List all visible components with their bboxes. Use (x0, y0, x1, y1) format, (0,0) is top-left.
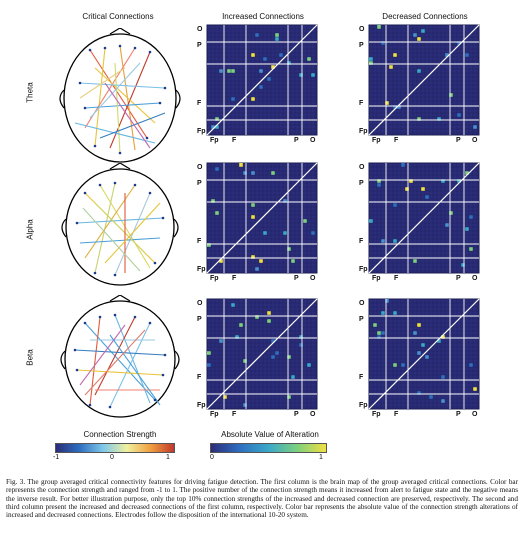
row-label-alpha: Alpha (25, 219, 35, 240)
matrix-xtick: P (294, 411, 299, 418)
colorbar-left-max: 1 (166, 454, 170, 461)
row-label-theta: Theta (25, 82, 35, 103)
matrix-ytick: Fp (197, 128, 206, 135)
matrix-ytick: Fp (359, 402, 368, 409)
matrix-inc-alpha (206, 162, 318, 274)
matrix-ytick: O (359, 26, 365, 33)
matrix-ytick: F (359, 374, 364, 381)
matrix-xtick: Fp (372, 137, 381, 144)
matrix-xtick: F (394, 275, 399, 282)
brain-map-alpha (61, 163, 179, 286)
matrix-xtick: F (232, 137, 237, 144)
matrix-ytick: P (359, 180, 364, 187)
matrix-ytick: Fp (359, 128, 368, 135)
colorbar-right (210, 443, 327, 453)
colorbar-left-min: -1 (53, 454, 60, 461)
matrix-ytick: O (197, 26, 203, 33)
matrix-xtick: P (456, 411, 461, 418)
colorbar-left (55, 443, 175, 453)
matrix-ytick: O (197, 300, 203, 307)
matrix-xtick: Fp (210, 275, 219, 282)
matrix-ytick: F (197, 100, 202, 107)
matrix-xtick: Fp (372, 411, 381, 418)
matrix-ytick: Fp (197, 266, 206, 273)
column-header-increased: Increased Connections (222, 12, 304, 21)
column-header-decreased: Decreased Connections (382, 12, 468, 21)
matrix-xtick: Fp (372, 275, 381, 282)
matrix-dec-alpha (368, 162, 480, 274)
matrix-ytick: O (197, 164, 203, 171)
matrix-ytick: Fp (197, 402, 206, 409)
matrix-xtick: F (394, 137, 399, 144)
matrix-xtick: O (310, 411, 316, 418)
matrix-inc-beta (206, 298, 318, 410)
matrix-xtick: O (472, 137, 478, 144)
matrix-xtick: O (472, 275, 478, 282)
matrix-xtick: F (394, 411, 399, 418)
matrix-inc-theta (206, 24, 318, 136)
matrix-xtick: Fp (210, 411, 219, 418)
colorbar-right-min: 0 (210, 454, 214, 461)
colorbar-right-title: Absolute Value of Alteration (221, 430, 319, 439)
matrix-dec-beta (368, 298, 480, 410)
brain-map-beta (60, 295, 180, 418)
figure-caption: Fig. 3. The group averaged critical conn… (6, 478, 518, 520)
matrix-ytick: P (359, 316, 364, 323)
matrix-xtick: F (232, 275, 237, 282)
brain-map-theta (59, 28, 181, 163)
matrix-ytick: F (359, 100, 364, 107)
row-label-beta: Beta (25, 349, 35, 366)
matrix-xtick: O (310, 275, 316, 282)
matrix-xtick: Fp (210, 137, 219, 144)
colorbar-right-max: 1 (319, 454, 323, 461)
matrix-xtick: O (472, 411, 478, 418)
matrix-ytick: Fp (359, 266, 368, 273)
matrix-xtick: P (456, 137, 461, 144)
matrix-ytick: O (359, 164, 365, 171)
colorbar-left-mid: 0 (110, 454, 114, 461)
matrix-dec-theta (368, 24, 480, 136)
matrix-xtick: F (232, 411, 237, 418)
matrix-xtick: P (294, 137, 299, 144)
matrix-xtick: P (294, 275, 299, 282)
matrix-ytick: F (197, 374, 202, 381)
matrix-ytick: F (359, 238, 364, 245)
matrix-ytick: P (197, 316, 202, 323)
column-header-critical: Critical Connections (82, 12, 154, 21)
matrix-ytick: F (197, 238, 202, 245)
colorbar-left-title: Connection Strength (83, 430, 157, 439)
matrix-ytick: P (197, 42, 202, 49)
matrix-ytick: P (359, 42, 364, 49)
matrix-ytick: O (359, 300, 365, 307)
matrix-xtick: O (310, 137, 316, 144)
matrix-ytick: P (197, 180, 202, 187)
matrix-xtick: P (456, 275, 461, 282)
